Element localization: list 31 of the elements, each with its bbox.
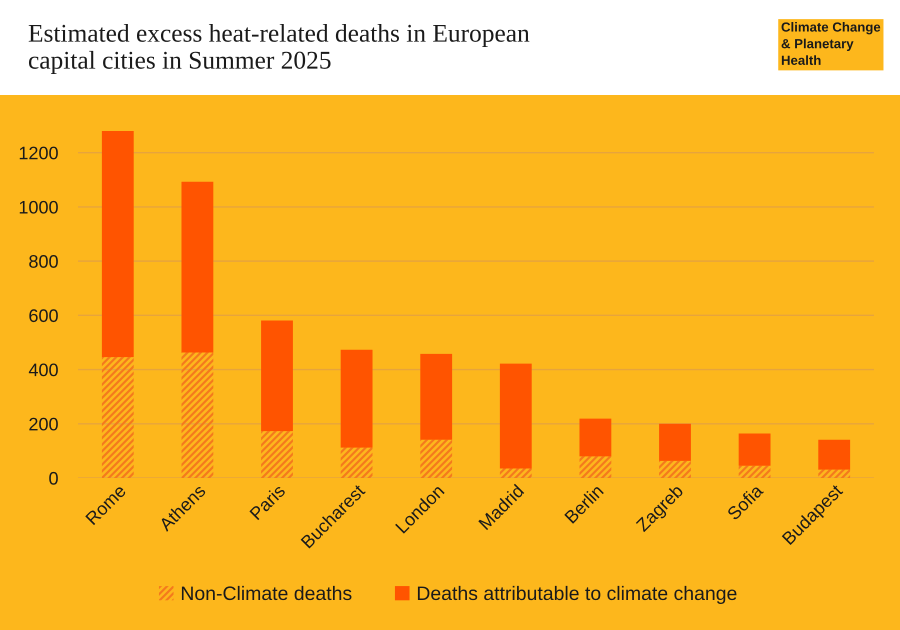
bar: [181, 352, 214, 478]
bar: [261, 320, 293, 432]
y-tick-label: 800: [29, 255, 58, 268]
bar: [738, 466, 771, 478]
y-tick-label: 200: [29, 418, 58, 430]
bar: [420, 440, 452, 478]
bar: [500, 364, 532, 469]
bar: [659, 460, 691, 478]
bar: [818, 440, 850, 470]
y-tick-label: 1000: [20, 200, 58, 214]
bar: [261, 431, 293, 478]
bar: [181, 182, 214, 352]
y-tick-label: 0: [49, 472, 58, 485]
bar: [738, 434, 771, 466]
legend-label: Non-Climate deaths: [182, 586, 352, 600]
chart-title: Estimated excess heat-related deaths in European capital cities in Summer 2025: [28, 24, 530, 74]
bar: [579, 456, 612, 478]
bar: [340, 350, 373, 448]
text: Climate Change & Planetary Health: [782, 22, 880, 65]
bar: [420, 354, 452, 440]
y-tick-label: 600: [29, 309, 58, 322]
bar: [102, 131, 134, 358]
legend-label: Deaths attributable to climate change: [418, 586, 736, 604]
bar: [659, 424, 691, 461]
bar: [102, 357, 134, 478]
bar: [818, 470, 850, 478]
y-tick-label: 400: [28, 363, 58, 376]
y-tick-label: 1200: [20, 146, 58, 160]
bar: [340, 448, 373, 478]
bar: [579, 418, 612, 456]
bar: [500, 468, 532, 478]
